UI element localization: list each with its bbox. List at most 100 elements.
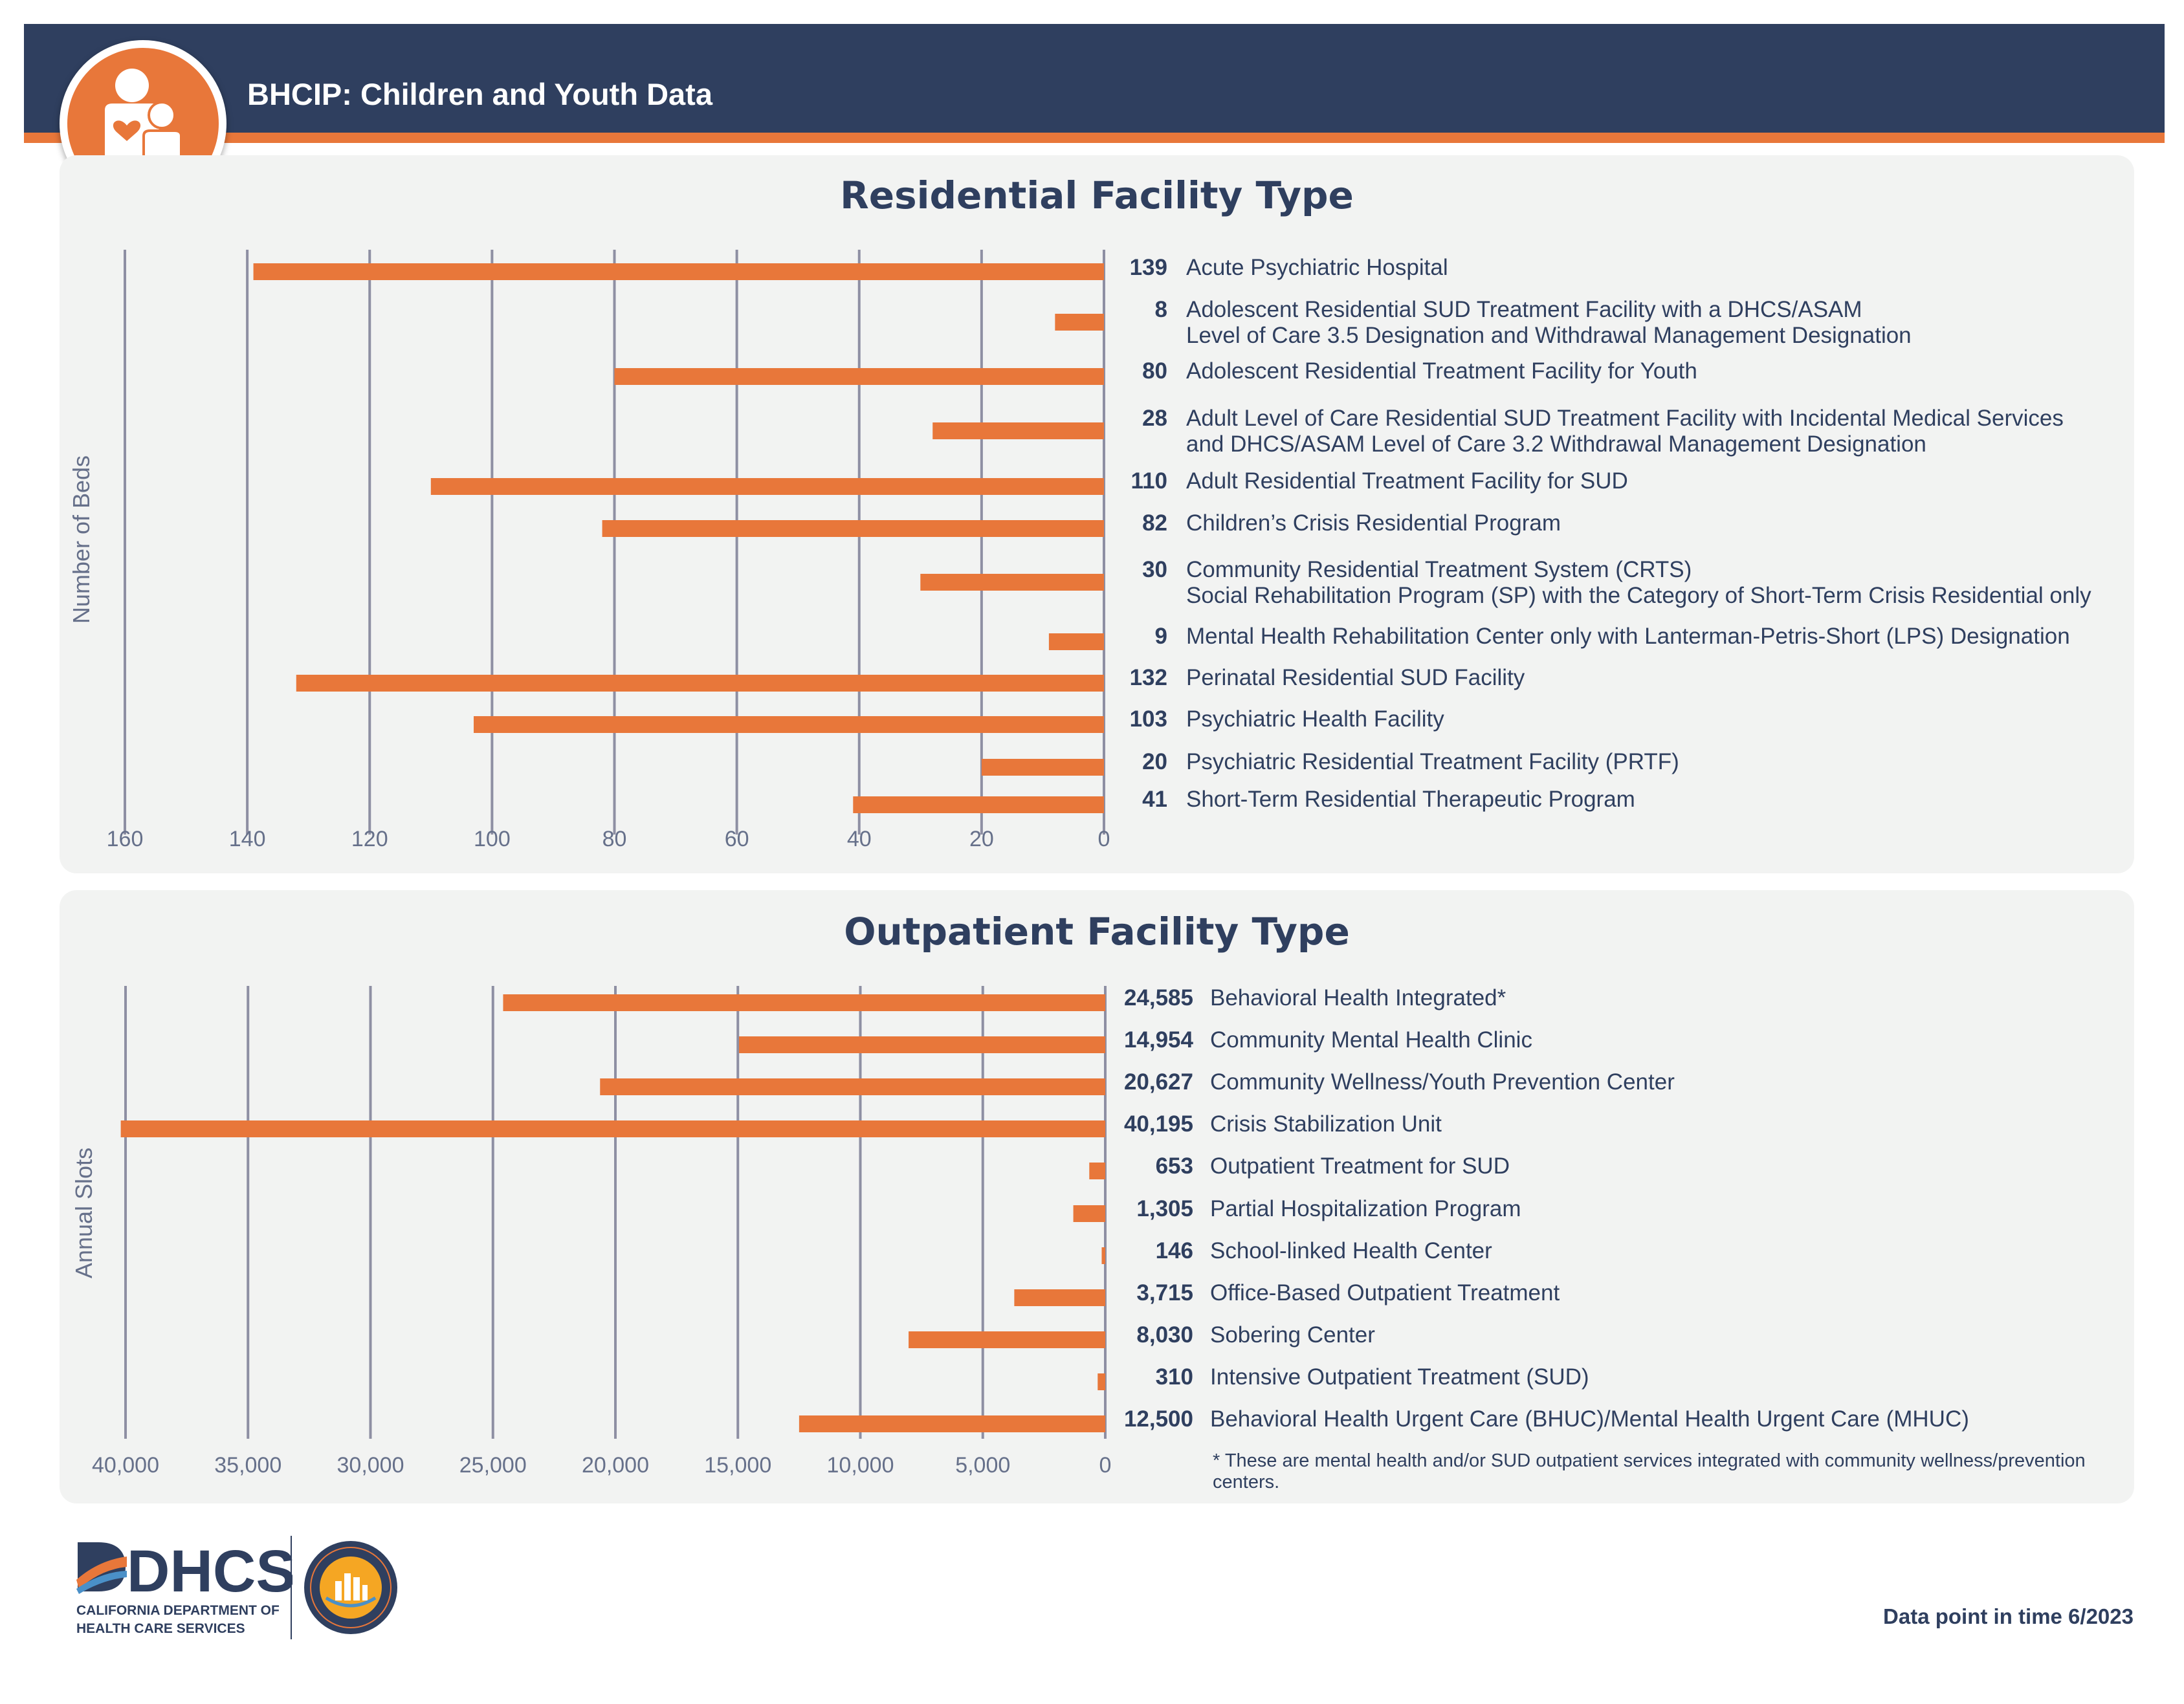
bar	[600, 1078, 1105, 1095]
residential-chart-title: Residential Facility Type	[840, 173, 1354, 217]
bar-value-label: 110	[1131, 468, 1167, 494]
bar	[430, 478, 1104, 495]
category-label: Outpatient Treatment for SUD	[1210, 1153, 1510, 1179]
bar-value-label: 14,954	[1124, 1027, 1194, 1053]
bar	[253, 263, 1104, 280]
x-tick-label: 100	[474, 827, 511, 851]
outpatient-bar-chart: 40,000 35,000 30,000 25,000 20,000 15,000 10,0…	[71, 985, 1969, 1478]
bar-value-label: 20	[1142, 749, 1167, 774]
category-label: Community Mental Health Clinic	[1210, 1027, 1532, 1053]
bar-value-label: 82	[1142, 510, 1167, 536]
bar	[909, 1331, 1105, 1348]
category-label: Perinatal Residential SUD Facility	[1186, 665, 1525, 690]
category-label: Behavioral Health Integrated*	[1210, 985, 1506, 1010]
x-tick-label: 10,000	[827, 1453, 894, 1478]
category-label: Adult Level of Care Residential SUD Trea…	[1186, 406, 2064, 431]
bar	[920, 574, 1104, 591]
bar-value-label: 12,500	[1124, 1406, 1193, 1432]
x-tick-label: 5,000	[955, 1453, 1010, 1478]
category-label: Mental Health Rehabilitation Center only…	[1186, 624, 2070, 649]
bar	[981, 759, 1104, 776]
category-label: School-linked Health Center	[1210, 1238, 1492, 1263]
bar	[1073, 1205, 1105, 1222]
x-tick-label: 30,000	[337, 1453, 404, 1478]
y-axis-label: Annual Slots	[71, 1148, 97, 1278]
bar	[1048, 633, 1104, 650]
bar	[932, 422, 1104, 439]
bar	[602, 520, 1104, 537]
x-tick-label: 140	[229, 827, 266, 851]
dhcs-name-line1: CALIFORNIA DEPARTMENT OF	[76, 1603, 280, 1618]
category-label: and DHCS/ASAM Level of Care 3.2 Withdraw…	[1186, 431, 1926, 457]
bar-value-label: 41	[1142, 787, 1167, 812]
bar-value-label: 3,715	[1136, 1280, 1193, 1305]
bar-value-label: 139	[1130, 255, 1167, 280]
bar-value-label: 40,195	[1124, 1111, 1193, 1137]
bar	[799, 1415, 1105, 1432]
residential-bar-chart: 160 140 120 100 80 60 40 20 0 Number of Beds 139 Ac…	[68, 250, 2091, 851]
x-tick-label: 60	[725, 827, 749, 851]
bar	[1101, 1247, 1105, 1264]
category-label: Social Rehabilitation Program (SP) with …	[1186, 583, 2091, 608]
bar-value-label: 9	[1155, 624, 1167, 649]
bar	[1089, 1163, 1105, 1179]
bar	[474, 716, 1104, 733]
bar-value-label: 8	[1155, 297, 1167, 322]
category-label: Children’s Crisis Residential Program	[1186, 510, 1561, 536]
category-label: Short-Term Residential Therapeutic Progr…	[1186, 787, 1635, 812]
category-label: Community Wellness/Youth Prevention Cent…	[1210, 1069, 1675, 1095]
x-tick-label: 15,000	[704, 1453, 771, 1478]
bar-value-label: 132	[1130, 665, 1167, 690]
page-title: BHCIP: Children and Youth Data	[247, 77, 712, 111]
x-tick-label: 40	[847, 827, 872, 851]
x-tick-label: 120	[351, 827, 388, 851]
bar-value-label: 1,305	[1136, 1196, 1193, 1221]
bar	[503, 994, 1105, 1011]
bar	[1098, 1373, 1105, 1390]
bar-value-label: 653	[1156, 1153, 1193, 1179]
bar	[738, 1036, 1105, 1053]
dhcs-name-line2: HEALTH CARE SERVICES	[76, 1621, 245, 1636]
category-label: Adult Residential Treatment Facility for…	[1186, 468, 1628, 494]
dhcs-logo: DHCS CALIFORNIA DEPARTMENT OF HEALTH CAR…	[76, 1538, 292, 1636]
category-label: Adolescent Residential SUD Treatment Fac…	[1186, 297, 1862, 322]
category-label: Acute Psychiatric Hospital	[1186, 255, 1448, 280]
x-tick-label: 0	[1098, 827, 1110, 851]
category-label: Intensive Outpatient Treatment (SUD)	[1210, 1364, 1589, 1390]
category-label: Adolescent Residential Treatment Facilit…	[1186, 358, 1697, 384]
x-tick-label: 40,000	[92, 1453, 159, 1478]
x-tick-label: 0	[1099, 1453, 1112, 1478]
dhcs-wordmark: DHCS	[127, 1538, 292, 1604]
category-label: Office-Based Outpatient Treatment	[1210, 1280, 1560, 1305]
x-tick-label: 35,000	[214, 1453, 281, 1478]
outpatient-panel: Outpatient Facility Type 40,000 35,000 30,…	[60, 890, 2134, 1503]
bar-value-label: 146	[1156, 1238, 1193, 1263]
x-tick-label: 20,000	[582, 1453, 649, 1478]
category-label: Crisis Stabilization Unit	[1210, 1111, 1442, 1137]
bar	[296, 675, 1104, 692]
category-label: Partial Hospitalization Program	[1210, 1196, 1521, 1221]
bar-value-label: 24,585	[1124, 985, 1193, 1010]
category-label: Community Residential Treatment System (…	[1186, 557, 1692, 582]
bar-value-label: 103	[1130, 706, 1167, 732]
x-tick-label: 25,000	[459, 1453, 527, 1478]
bar	[1014, 1289, 1105, 1306]
bar-value-label: 28	[1142, 406, 1167, 431]
bar	[1055, 314, 1104, 331]
bar-value-label: 310	[1156, 1364, 1193, 1390]
bar	[853, 796, 1104, 813]
bar-value-label: 30	[1142, 557, 1167, 582]
category-label: Psychiatric Health Facility	[1186, 706, 1444, 732]
bar-value-label: 8,030	[1136, 1322, 1193, 1348]
bar	[120, 1120, 1105, 1137]
x-tick-label: 80	[602, 827, 627, 851]
data-date-note: Data point in time 6/2023	[1883, 1604, 2134, 1628]
bar-value-label: 80	[1142, 358, 1167, 384]
category-label: Behavioral Health Urgent Care (BHUC)/Men…	[1210, 1406, 1969, 1432]
x-tick-label: 160	[107, 827, 144, 851]
y-axis-label: Number of Beds	[68, 455, 94, 624]
bar	[614, 368, 1104, 385]
header-accent-stripe	[24, 133, 2165, 143]
behavioral-health-seal	[291, 1536, 397, 1639]
residential-panel: Residential Facility Type 160 140 120 100 80…	[60, 155, 2134, 873]
